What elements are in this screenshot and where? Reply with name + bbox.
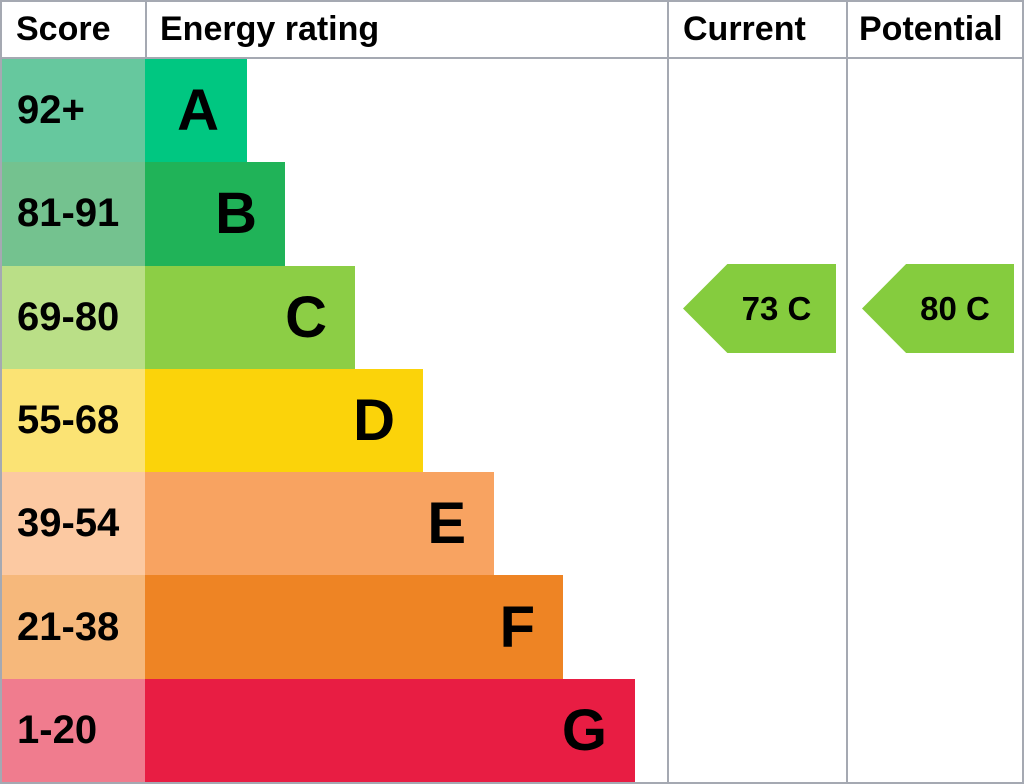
header-score-label: Score: [16, 10, 111, 48]
divider-current-column: [667, 2, 669, 782]
header-current-label: Current: [683, 10, 806, 48]
rating-letter-e: E: [427, 491, 466, 557]
score-range-e: 39-54: [2, 472, 145, 576]
rating-letter-a: A: [177, 78, 219, 144]
rating-bar-e: E: [145, 472, 494, 576]
score-range-c: 69-80: [2, 265, 145, 369]
rating-row-a: 92+ A: [2, 59, 1022, 163]
divider-potential-column: [846, 2, 848, 782]
score-range-d: 55-68: [2, 368, 145, 473]
rating-row-c: 69-80 C: [2, 265, 1022, 369]
table-header: Score Energy rating Current Potential: [2, 2, 1022, 59]
rating-row-g: 1-20 G: [2, 678, 1022, 782]
rating-letter-b: B: [215, 181, 257, 247]
rating-row-f: 21-38 F: [2, 575, 1022, 679]
rating-row-d: 55-68 D: [2, 368, 1022, 473]
rating-bar-g: G: [145, 678, 635, 782]
rating-bar-f: F: [145, 575, 563, 679]
rating-bar-a: A: [145, 59, 247, 163]
rating-bar-c: C: [145, 265, 355, 369]
rating-bar-b: B: [145, 162, 285, 266]
rating-row-e: 39-54 E: [2, 472, 1022, 576]
rating-row-b: 81-91 B: [2, 162, 1022, 266]
potential-rating-value: 80 C: [920, 289, 990, 327]
rating-letter-c: C: [285, 284, 327, 350]
divider-score-column: [145, 2, 147, 59]
score-range-a: 92+: [2, 59, 145, 163]
rating-band-rows: 92+ A 81-91 B 69-80 C 55-68 D 39-54 E 21-38 F 1-20 G: [2, 59, 1022, 782]
rating-letter-d: D: [353, 387, 395, 453]
rating-letter-f: F: [499, 594, 535, 660]
score-range-b: 81-91: [2, 162, 145, 266]
rating-letter-g: G: [561, 697, 607, 763]
score-range-g: 1-20: [2, 678, 145, 782]
header-energy-rating-label: Energy rating: [160, 10, 380, 48]
score-range-f: 21-38: [2, 575, 145, 679]
rating-bar-d: D: [145, 368, 423, 473]
current-rating-value: 73 C: [741, 289, 812, 327]
header-potential-label: Potential: [859, 10, 1003, 48]
